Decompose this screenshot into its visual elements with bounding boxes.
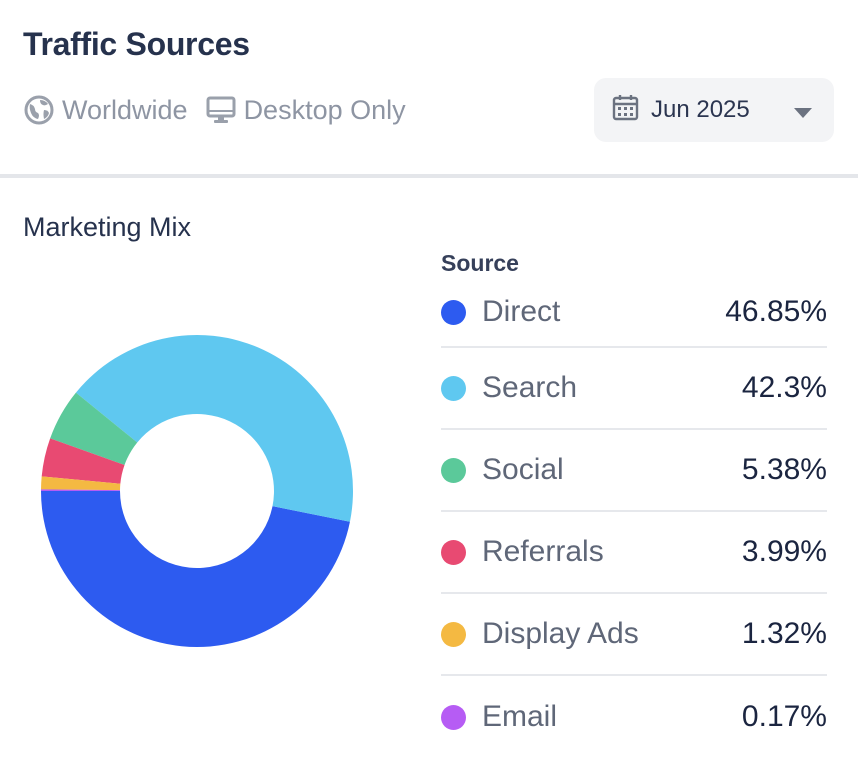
legend-row-direct[interactable]: Direct 46.85% <box>441 278 827 348</box>
legend-row-social[interactable]: Social 5.38% <box>441 430 827 512</box>
legend-value: 1.32% <box>741 617 827 650</box>
section-divider <box>0 174 858 178</box>
donut-slice-email[interactable] <box>41 489 121 491</box>
legend-header: Source <box>441 250 519 276</box>
legend-value: 0.17% <box>741 700 827 733</box>
legend-label: Display Ads <box>482 617 639 650</box>
chart-title: Marketing Mix <box>23 212 192 242</box>
legend: Source Direct 46.85% Search 42.3% Social 5.38… <box>441 248 827 758</box>
legend-label: Referrals <box>482 535 604 568</box>
legend-label: Search <box>482 371 578 404</box>
legend-label: Social <box>482 453 564 486</box>
region-filter[interactable]: Worldwide <box>24 95 188 126</box>
page-title: Traffic Sources <box>23 26 250 62</box>
legend-label: Email <box>482 700 558 733</box>
donut-slice-direct[interactable] <box>41 491 350 647</box>
donut-chart <box>41 335 353 647</box>
legend-swatch <box>441 539 466 565</box>
chevron-down-icon <box>794 105 812 123</box>
legend-row-referrals[interactable]: Referrals 3.99% <box>441 512 827 594</box>
legend-value: 42.3% <box>741 371 827 404</box>
calendar-icon <box>612 94 639 126</box>
device-filter[interactable]: Desktop Only <box>206 95 406 126</box>
donut-slice-display-ads[interactable] <box>41 476 121 491</box>
device-filter-label: Desktop Only <box>243 94 406 125</box>
legend-value: 3.99% <box>741 535 827 568</box>
legend-row-search[interactable]: Search 42.3% <box>441 348 827 430</box>
legend-row-display-ads[interactable]: Display Ads 1.32% <box>441 594 827 676</box>
legend-swatch <box>441 704 466 730</box>
monitor-icon <box>206 95 236 125</box>
globe-icon <box>24 95 54 125</box>
legend-swatch <box>441 621 466 647</box>
donut-slice-search[interactable] <box>75 335 353 522</box>
legend-label: Direct <box>482 295 561 328</box>
legend-value: 5.38% <box>741 453 827 486</box>
legend-swatch <box>441 299 466 325</box>
donut-slice-social[interactable] <box>50 392 138 466</box>
legend-swatch <box>441 375 466 401</box>
region-filter-label: Worldwide <box>62 94 188 125</box>
legend-row-email[interactable]: Email 0.17% <box>441 676 827 758</box>
legend-value: 46.85% <box>725 295 827 328</box>
legend-swatch <box>441 457 466 483</box>
date-select-value: Jun 2025 <box>651 96 750 123</box>
filter-bar: Worldwide Desktop Only <box>24 92 406 128</box>
date-select[interactable]: Jun 2025 <box>594 78 834 142</box>
donut-slice-referrals[interactable] <box>41 438 125 484</box>
